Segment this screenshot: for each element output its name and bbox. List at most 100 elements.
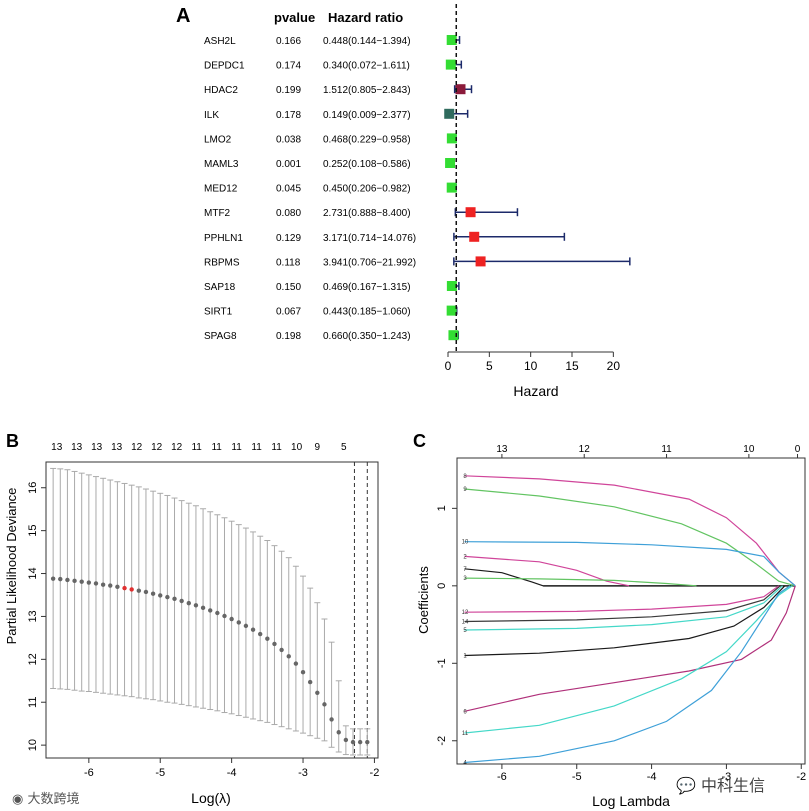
cv-point: [208, 608, 213, 613]
cv-point: [150, 591, 156, 596]
top-count-label-b: 12: [151, 442, 163, 453]
cv-point: [86, 580, 92, 585]
cv-point: [279, 647, 284, 653]
hazard-point: [465, 207, 476, 218]
top-count-label-b: 13: [111, 442, 123, 453]
coef-path: [464, 541, 796, 587]
pvalue-cell: 0.067: [276, 307, 301, 318]
coef-path-label: 1: [463, 654, 467, 660]
hazard-ratio-header: Hazard ratio: [328, 10, 403, 25]
hazard-ratio-cell: 0.252(0.108−0.586): [323, 159, 411, 170]
gene-label: MTF2: [204, 208, 231, 219]
coef-path: [464, 568, 544, 587]
plot-frame-c: [456, 457, 806, 765]
hazard-point: [444, 108, 455, 119]
top-count-label-b: 13: [71, 442, 83, 453]
cv-point: [58, 576, 63, 582]
cv-point: [265, 636, 270, 641]
cv-point: [122, 585, 127, 591]
cv-point: [136, 588, 142, 593]
cv-point: [158, 593, 163, 598]
y-tick-label-b: 10: [27, 739, 39, 751]
coef-path-label: 4: [463, 760, 467, 766]
hazard-point: [445, 59, 456, 70]
coef-path: [464, 585, 786, 657]
y-tick-label-c: 1: [436, 505, 448, 511]
cv-point: [343, 737, 349, 743]
y-tick-label-c: -1: [436, 658, 448, 668]
hazard-ratio-cell: 0.448(0.144−1.394): [323, 36, 411, 47]
weibo-icon: ◉: [12, 792, 24, 807]
coef-path: [464, 475, 796, 587]
top-count-label-b: 9: [315, 442, 321, 453]
cv-point: [329, 717, 334, 722]
hazard-ratio-cell: 0.149(0.009−2.377): [323, 110, 411, 121]
coef-path-label: 12: [462, 610, 469, 616]
pvalue-cell: 0.038: [276, 134, 301, 145]
cv-point: [307, 679, 313, 685]
y-tick-label-b: 14: [27, 567, 39, 579]
cv-point: [129, 587, 134, 592]
y-tick-label-b: 16: [27, 482, 39, 494]
x-axis-title-b: Log(λ): [191, 790, 231, 806]
top-count-label-b: 11: [191, 442, 202, 453]
top-count-label-c: 0: [795, 444, 801, 455]
top-count-label-b: 12: [171, 442, 183, 453]
pvalue-cell: 0.150: [276, 282, 301, 293]
x-tick-label-a: 10: [524, 359, 538, 373]
x-tick-label-b: -5: [155, 767, 165, 779]
hazard-point: [446, 305, 457, 316]
coef-path: [464, 585, 780, 613]
coef-path: [464, 577, 697, 587]
cv-point: [93, 581, 99, 586]
x-tick-label-c: -3: [722, 771, 732, 783]
cv-point: [108, 583, 113, 588]
x-tick-label-b: -2: [370, 767, 380, 779]
cv-point: [315, 690, 320, 695]
hazard-point: [446, 281, 457, 291]
cv-point: [193, 603, 199, 608]
coef-path-label: 6: [463, 709, 467, 715]
cv-point: [115, 584, 120, 590]
coef-path: [464, 585, 796, 712]
hazard-point: [475, 256, 486, 267]
y-tick-label-c: -2: [436, 736, 448, 746]
coef-path-label: 11: [462, 731, 469, 737]
pvalue-cell: 0.045: [276, 184, 301, 195]
pvalue-cell: 0.178: [276, 110, 301, 121]
hazard-point: [445, 158, 456, 168]
top-count-label-b: 11: [271, 442, 282, 453]
top-count-label-c: 13: [496, 444, 508, 455]
cv-point: [357, 739, 363, 745]
coef-path: [464, 488, 796, 587]
coef-path: [464, 585, 781, 623]
top-count-label-b: 11: [211, 442, 222, 453]
gene-label: DEPDC1: [204, 61, 245, 72]
hazard-ratio-cell: 0.450(0.206−0.982): [323, 184, 411, 195]
x-tick-label-b: -3: [298, 767, 308, 779]
coef-path: [464, 585, 791, 764]
cv-point: [300, 670, 306, 675]
x-tick-label-c: -5: [572, 771, 582, 783]
y-tick-label-c: 0: [436, 583, 448, 589]
coef-path: [464, 585, 783, 631]
gene-label: ILK: [204, 110, 219, 121]
coef-path-label: 9: [463, 487, 467, 493]
coef-path-label: 8: [463, 474, 467, 480]
top-count-label-b: 5: [341, 442, 347, 453]
y-axis-title-b: Partial Likelihood Deviance: [4, 488, 19, 645]
cv-point: [79, 579, 84, 584]
x-tick-label-a: 20: [607, 359, 621, 373]
cv-point: [272, 641, 277, 647]
x-tick-label-c: -6: [497, 771, 507, 783]
x-tick-label-b: -4: [227, 767, 237, 779]
y-tick-label-b: 15: [27, 525, 39, 537]
hazard-point: [455, 84, 466, 95]
gene-label: MAML3: [204, 159, 239, 170]
pvalue-cell: 0.166: [276, 36, 301, 47]
coef-path-label: 2: [463, 554, 467, 560]
cv-point: [365, 739, 370, 745]
cv-point: [172, 596, 177, 602]
